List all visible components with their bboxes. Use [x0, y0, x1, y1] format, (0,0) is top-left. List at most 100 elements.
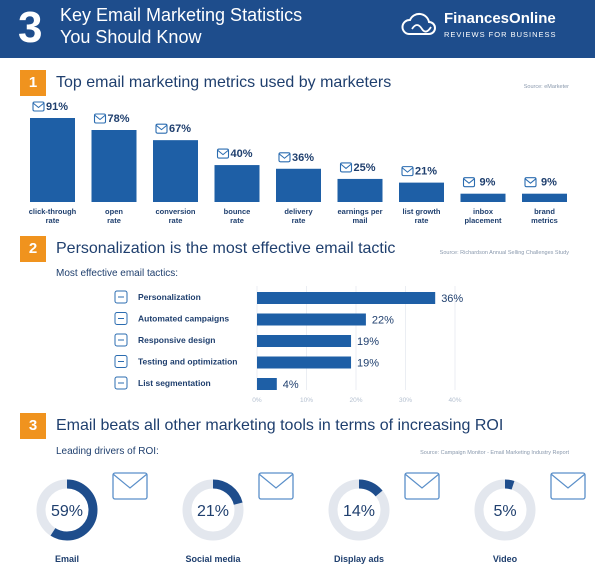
- growth-chart-icon-detail: [155, 124, 168, 131]
- bar-category-label-5: earnings per mail: [337, 207, 382, 225]
- header-title-line1: Key Email Marketing Statistics: [60, 5, 303, 25]
- bounce-arrow-icon-shape: [216, 148, 230, 159]
- hierarchy-icon-shape: [114, 376, 128, 390]
- section3-subtitle: Leading drivers of ROI:: [56, 446, 159, 457]
- bar-8: [522, 193, 567, 202]
- tactic-value-label-4: 4%: [283, 379, 299, 391]
- person-gear-icon: [114, 290, 128, 304]
- section3-source: Source: Campaign Monitor - Email Marketi…: [420, 450, 569, 456]
- category-line-2: rate: [169, 216, 183, 225]
- bar-category-label-4: delivery rate: [284, 207, 313, 225]
- ad-blocks-icon-detail: [404, 473, 440, 489]
- brand-name: FinancesOnline: [444, 10, 556, 27]
- category-line-1: click-through: [29, 207, 77, 216]
- tactic-bar-3: [257, 356, 352, 369]
- section3-number-badge: 3: [20, 413, 46, 439]
- donut-arc-0: [36, 479, 98, 541]
- bar-value-label-5: 25%: [353, 162, 375, 174]
- donut-category-label-1: Social media: [185, 554, 241, 564]
- envelope-icon: [112, 472, 148, 500]
- money-bag-icon: [339, 162, 353, 173]
- growth-chart-icon: [155, 123, 168, 134]
- header-number: 3: [18, 3, 43, 52]
- badge-icon: [524, 177, 537, 188]
- money-bag-icon-shape: [339, 162, 353, 173]
- tactic-bar-0: [257, 292, 436, 304]
- cursor-click-icon: [32, 101, 45, 112]
- bar-category-label-2: conversion rate: [155, 207, 195, 225]
- envelope-icon: [93, 113, 107, 124]
- envelope-icon-shape: [93, 113, 107, 124]
- envelope-icon-detail: [94, 114, 106, 121]
- cloud-logo-icon: [401, 12, 436, 35]
- category-line-2: rate: [46, 216, 60, 225]
- bar-category-label-0: click-through rate: [29, 207, 77, 225]
- category-line-1: conversion: [155, 207, 195, 216]
- bar-0: [30, 118, 75, 202]
- devices-icon-shape: [114, 333, 128, 347]
- bar-5: [337, 178, 383, 202]
- donut-category-label-3: Video: [493, 554, 518, 564]
- section2-source: Source: Richardson Annual Selling Challe…: [439, 250, 569, 256]
- bounce-arrow-icon: [216, 148, 230, 159]
- donut-arc-2: [328, 479, 390, 541]
- bar-value-label-3: 40%: [230, 148, 252, 160]
- section1-source: Source: eMarketer: [523, 84, 569, 90]
- category-line-1: open: [105, 207, 123, 216]
- donut-category-label-0: Email: [55, 554, 79, 564]
- tactics-bar-chart: 0% 10% 20% 30% 40% Personalization 36% Automate…: [114, 286, 463, 404]
- bar-value-label-4: 36%: [292, 152, 314, 164]
- section1-number-badge: 1: [20, 70, 46, 96]
- bar-7: [460, 193, 506, 202]
- section1-title: Top email marketing metrics used by mark…: [56, 74, 392, 91]
- category-line-1: list growth: [403, 207, 441, 216]
- brand-tagline: REVIEWS FOR BUSINESS: [444, 30, 557, 39]
- section2-number-badge: 2: [20, 236, 46, 262]
- sliders-icon-shape: [114, 312, 128, 325]
- person-gear-icon-shape: [114, 290, 128, 304]
- header-title: Key Email Marketing Statistics You Shoul…: [60, 4, 302, 48]
- inbox-icon-detail: [463, 178, 475, 184]
- social-network-icon-shape: [258, 472, 294, 500]
- donut-value-label-1: 21%: [197, 503, 229, 520]
- bar-2: [153, 140, 198, 202]
- bar-value-label-2: 67%: [169, 123, 191, 135]
- send-envelope-icon: [278, 152, 291, 163]
- cursor-click-icon-detail: [32, 102, 45, 109]
- bar-category-label-1: open rate: [105, 207, 123, 225]
- checklist-icon-shape: [114, 355, 128, 368]
- inbox-icon: [462, 177, 476, 188]
- list-icon-shape: [401, 166, 414, 177]
- tactic-label-0: Personalization: [138, 292, 201, 302]
- film-strip-icon: [550, 472, 586, 500]
- category-line-1: brand: [534, 207, 555, 216]
- tactic-value-label-1: 22%: [372, 315, 394, 327]
- tactic-bar-1: [257, 313, 366, 326]
- category-line-1: earnings per: [337, 207, 382, 216]
- roi-donut-charts: 59% Email 21% Social media 14% Display ads 5% V…: [36, 472, 586, 564]
- bar-1: [91, 130, 137, 202]
- badge-icon-detail: [524, 178, 537, 184]
- category-line-2: metrics: [531, 216, 558, 225]
- x-tick-label-0: 0%: [252, 397, 262, 404]
- bar-category-label-8: brand metrics: [531, 207, 558, 225]
- tactic-bar-4: [257, 378, 277, 390]
- category-line-2: placement: [464, 216, 502, 225]
- bar-4: [276, 168, 321, 202]
- tactic-value-label-0: 36%: [441, 293, 463, 305]
- film-strip-icon-detail: [550, 473, 586, 489]
- film-strip-icon-shape: [550, 472, 586, 500]
- bar-value-label-6: 21%: [415, 166, 437, 178]
- donut-value-label-0: 59%: [51, 503, 83, 520]
- inbox-icon-shape: [462, 177, 476, 188]
- checklist-icon: [114, 355, 128, 368]
- ad-blocks-icon-shape: [404, 472, 440, 500]
- envelope-icon-shape: [112, 472, 148, 500]
- bar-category-label-7: inbox placement: [464, 207, 502, 225]
- section3-title: Email beats all other marketing tools in…: [56, 417, 504, 434]
- social-network-icon-detail: [258, 473, 294, 489]
- badge-icon-shape: [524, 177, 537, 188]
- category-line-2: mail: [352, 216, 367, 225]
- money-bag-icon-detail: [340, 163, 352, 170]
